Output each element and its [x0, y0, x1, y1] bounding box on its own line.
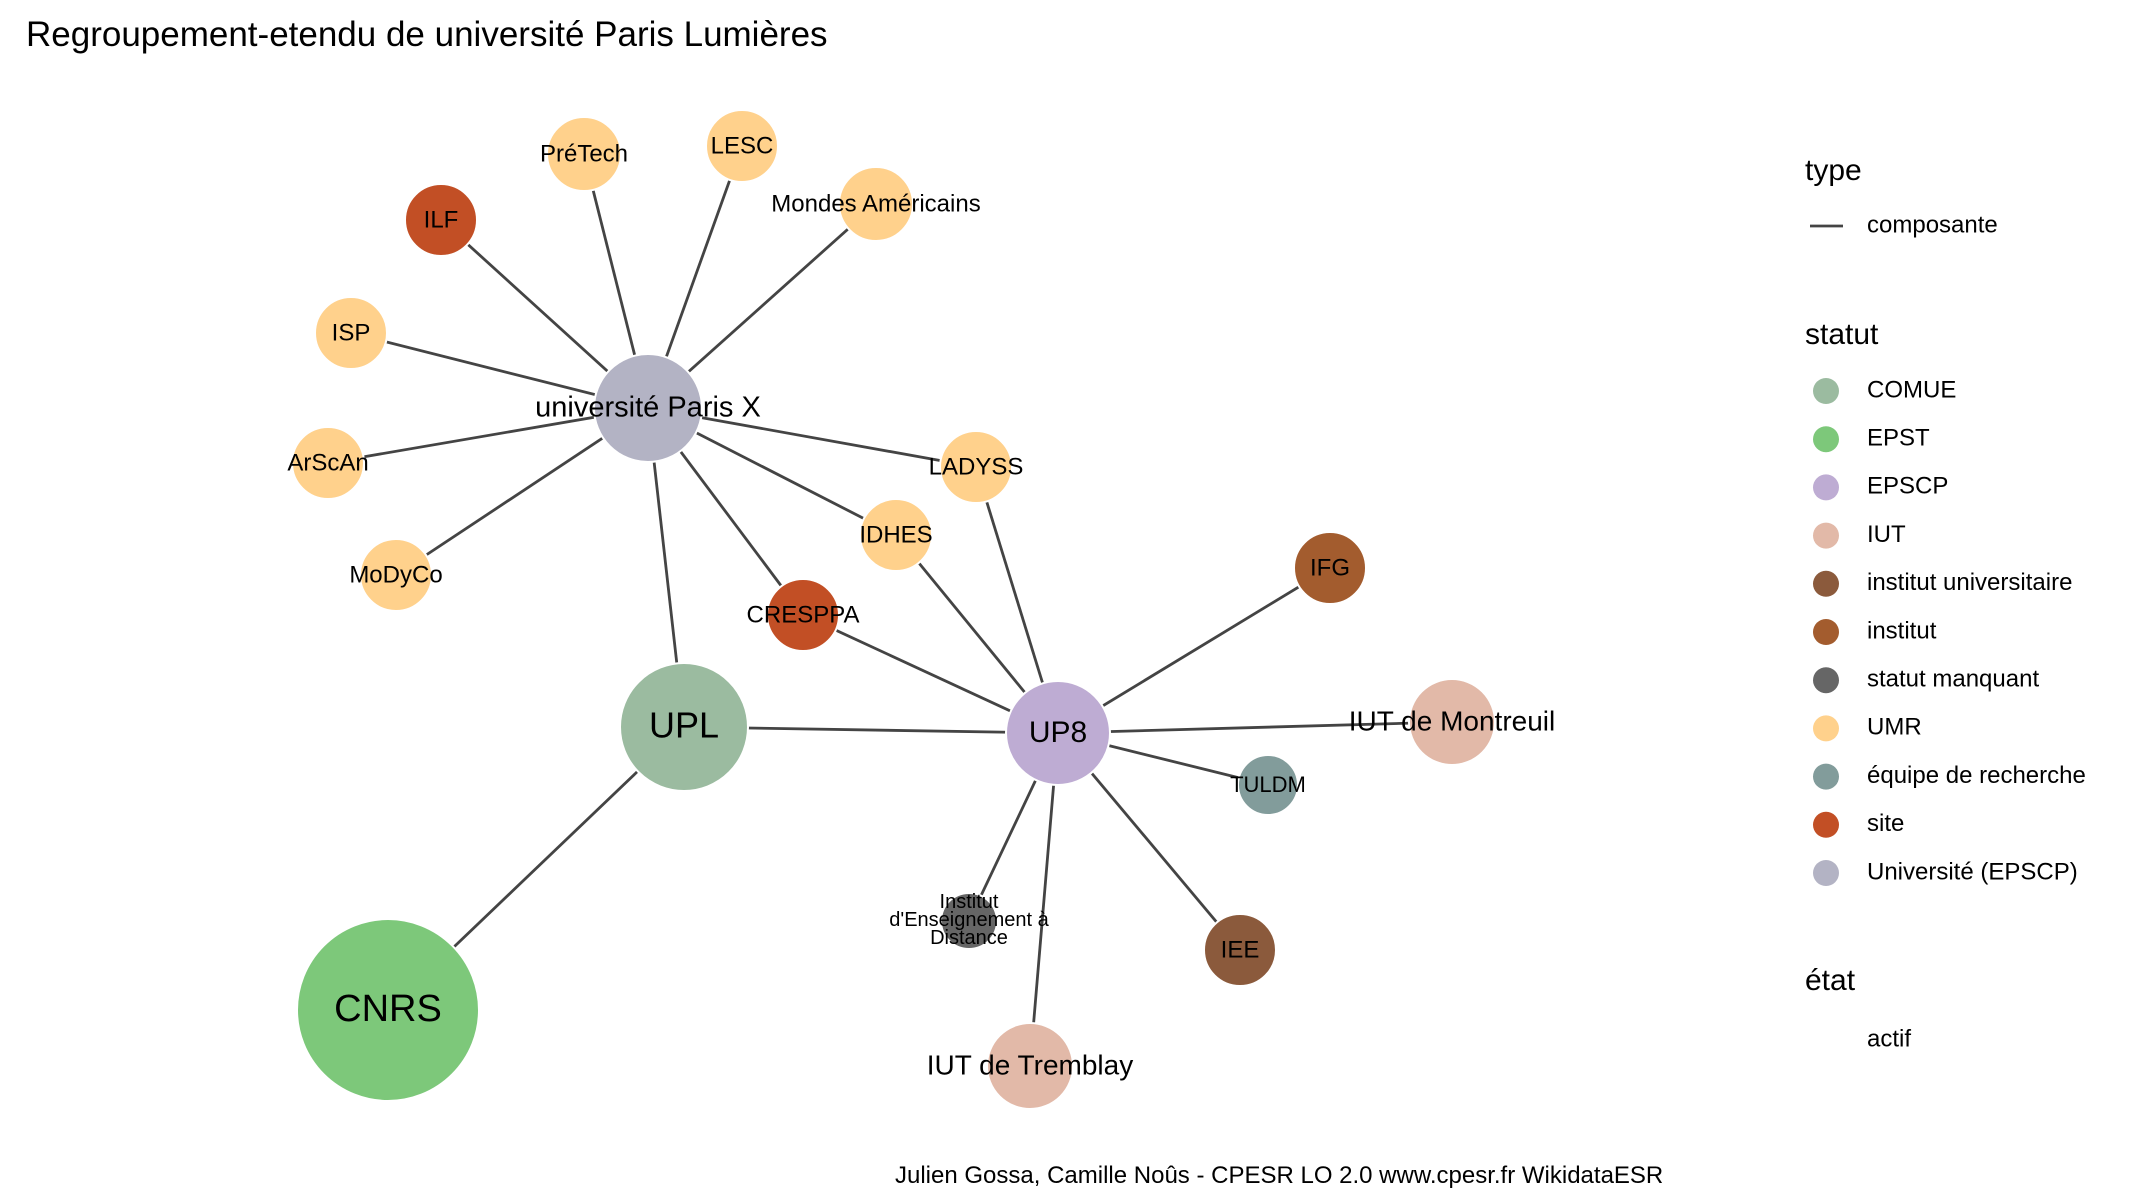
- legend-key-epscp: [1813, 474, 1839, 501]
- edge-paris10-ladyss: [647, 406, 977, 469]
- node-label-iuttremblay: IUT de Tremblay: [927, 1049, 1133, 1080]
- node-arscan: ArScAn: [287, 426, 369, 500]
- node-label-ied: Institut d'Enseignement à Distance: [889, 891, 1049, 949]
- node-iutmontreuil: IUT de Montreuil: [1349, 678, 1555, 766]
- legend-label-institut-universitaire: institut universitaire: [1867, 569, 2072, 596]
- node-label-pretech: PréTech: [540, 140, 628, 167]
- node-ilf: ILF: [404, 183, 478, 257]
- legend-label-actif: actif: [1867, 1025, 1911, 1052]
- node-circle-ilf: [404, 183, 478, 257]
- node-label-iee: IEE: [1221, 936, 1260, 963]
- node-circle-iutmontreuil: [1408, 678, 1496, 766]
- legend-title-statut: statut: [1805, 318, 1879, 351]
- node-modyco: MoDyCo: [349, 538, 443, 612]
- node-label-upl: UPL: [649, 705, 719, 746]
- legend-label-equipe-de-recherche: équipe de recherche: [1867, 762, 2086, 789]
- node-upl: UPL: [619, 662, 749, 792]
- node-label-iutmontreuil: IUT de Montreuil: [1349, 705, 1555, 736]
- legend-label-universite-epscp: Université (EPSCP): [1867, 858, 2078, 885]
- node-circle-ifg: [1293, 531, 1367, 605]
- node-circle-pretech: [546, 116, 622, 192]
- caption: Julien Gossa, Camille Noûs - CPESR LO 2.…: [895, 1162, 1663, 1189]
- node-circle-isp: [314, 296, 388, 370]
- node-iuttremblay: IUT de Tremblay: [927, 1022, 1133, 1110]
- node-iee: IEE: [1203, 913, 1277, 987]
- legend-label-comue: COMUE: [1867, 376, 1956, 403]
- legend-key-umr: [1813, 715, 1839, 742]
- node-label-up8: UP8: [1029, 716, 1087, 749]
- node-label-arscan: ArScAn: [287, 449, 368, 476]
- node-cresppa: CRESPPA: [747, 578, 860, 652]
- node-circle-tuldm: [1237, 754, 1299, 816]
- node-circle-cresppa: [766, 578, 840, 652]
- node-pretech: PréTech: [540, 116, 628, 192]
- legend-key-institut: [1813, 619, 1839, 645]
- legend-key-epst: [1813, 426, 1839, 453]
- node-circle-iuttremblay: [986, 1022, 1074, 1110]
- node-cnrs: CNRS: [296, 918, 480, 1102]
- node-circle-idhes: [859, 498, 933, 572]
- legend-key-equipe-de-recherche: [1813, 763, 1839, 790]
- node-idhes: IDHES: [859, 498, 933, 572]
- legend-label-site: site: [1867, 810, 1904, 837]
- legend-key-statut-manquant: [1813, 667, 1839, 694]
- legend-label-statut-manquant: statut manquant: [1867, 666, 2039, 693]
- node-layer: université Paris X UPL CNRS UP8 PréTech LESC I…: [287, 109, 1555, 1110]
- node-ifg: IFG: [1293, 531, 1367, 605]
- node-lesc: LESC: [705, 109, 779, 183]
- node-mondes: Mondes Américains: [771, 166, 981, 242]
- legend-label-iut: IUT: [1867, 521, 1906, 548]
- node-circle-cnrs: [296, 918, 480, 1102]
- node-ladyss: LADYSS: [929, 430, 1024, 504]
- legend-label-umr: UMR: [1867, 714, 1922, 741]
- legend-key-site: [1813, 811, 1839, 838]
- legend-label-epscp: EPSCP: [1867, 473, 1948, 500]
- edge-up8-iuttremblay: [1028, 732, 1060, 1067]
- node-circle-arscan: [291, 426, 365, 500]
- node-circle-modyco: [359, 538, 433, 612]
- legend-label-composante: composante: [1867, 211, 1998, 238]
- legend-label-epst: EPST: [1867, 425, 1930, 452]
- node-circle-ladyss: [939, 430, 1013, 504]
- node-tuldm: TULDM: [1230, 754, 1306, 816]
- node-label-ifg: IFG: [1310, 554, 1350, 581]
- node-label-lesc: LESC: [711, 132, 774, 159]
- node-circle-upl: [619, 662, 749, 792]
- node-label-cresppa: CRESPPA: [747, 601, 860, 628]
- edge-up8-iutmontreuil: [1057, 720, 1453, 735]
- legend-key-universite-epscp: [1813, 860, 1839, 886]
- edge-up8-ifg: [1057, 566, 1331, 735]
- legend-key-institut-universitaire: [1813, 570, 1839, 597]
- node-circle-paris10: [593, 353, 703, 463]
- node-circle-lesc: [705, 109, 779, 183]
- legend-key-iut: [1813, 522, 1839, 549]
- node-ied: Institut d'Enseignement à Distance: [889, 891, 1050, 950]
- legend-label-institut: institut: [1867, 617, 1937, 644]
- node-label-paris10: université Paris X: [535, 392, 761, 424]
- node-circle-ied: [940, 892, 998, 950]
- node-circle-iee: [1203, 913, 1277, 987]
- node-isp: ISP: [314, 296, 388, 370]
- node-circle-up8: [1005, 680, 1111, 786]
- node-up8: UP8: [1005, 680, 1111, 786]
- legend-title-type: type: [1805, 154, 1862, 187]
- diagram-title: Regroupement-etendu de université Paris …: [26, 15, 828, 54]
- node-label-ladyss: LADYSS: [929, 453, 1024, 480]
- node-paris10: université Paris X: [535, 353, 761, 463]
- node-label-tuldm: TULDM: [1230, 772, 1306, 797]
- node-label-mondes: Mondes Américains: [771, 190, 980, 217]
- node-label-isp: ISP: [332, 319, 371, 346]
- legend-title-etat: état: [1805, 964, 1856, 997]
- node-label-cnrs: CNRS: [334, 988, 442, 1030]
- node-label-ilf: ILF: [424, 206, 459, 233]
- node-circle-mondes: [838, 166, 914, 242]
- legend-key-comue: [1813, 378, 1839, 404]
- node-label-modyco: MoDyCo: [349, 561, 442, 588]
- node-label-idhes: IDHES: [859, 521, 932, 548]
